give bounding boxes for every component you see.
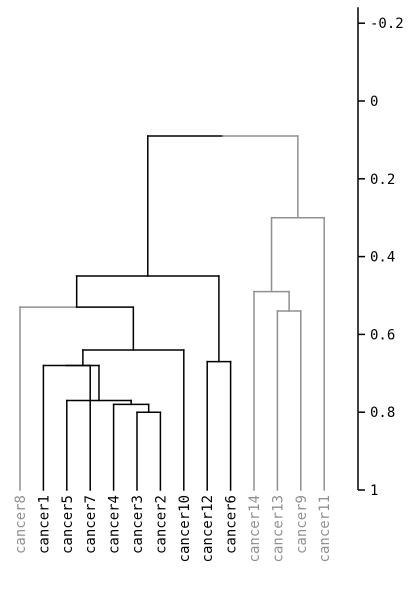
leaf-label-cancer12: cancer12	[200, 495, 216, 562]
leaf-label-cancer8: cancer8	[13, 495, 29, 554]
leaf-label-cancer14: cancer14	[247, 495, 263, 562]
leaf-label-cancer13: cancer13	[270, 495, 286, 562]
y-tick-label: 0	[370, 94, 378, 110]
leaf-label-cancer1: cancer1	[36, 495, 52, 554]
y-tick-label: 0.2	[370, 172, 395, 188]
leaf-label-cancer11: cancer11	[317, 495, 333, 562]
y-tick-label: 0.4	[370, 250, 395, 266]
leaf-label-cancer5: cancer5	[60, 495, 76, 554]
leaf-label-cancer7: cancer7	[83, 495, 99, 554]
leaf-label-cancer2: cancer2	[153, 495, 169, 554]
y-tick-label: 0.6	[370, 327, 395, 343]
y-axis: -0.2 0 0.2 0.4 0.6 0.8 1	[357, 7, 404, 499]
leaf-label-cancer6: cancer6	[224, 495, 240, 554]
y-tick-label: 1	[370, 483, 378, 499]
leaf-label-cancer9: cancer9	[294, 495, 310, 554]
y-tick-label: -0.2	[370, 16, 404, 32]
dendrogram-branches	[19, 135, 325, 491]
leaf-label-cancer10: cancer10	[177, 495, 193, 562]
leaf-label-cancer3: cancer3	[130, 495, 146, 554]
y-tick-label: 0.8	[370, 405, 395, 421]
leaf-labels: cancer8 cancer1 cancer5 cancer7 cancer4 cance…	[13, 495, 333, 562]
leaf-label-cancer4: cancer4	[107, 495, 123, 554]
